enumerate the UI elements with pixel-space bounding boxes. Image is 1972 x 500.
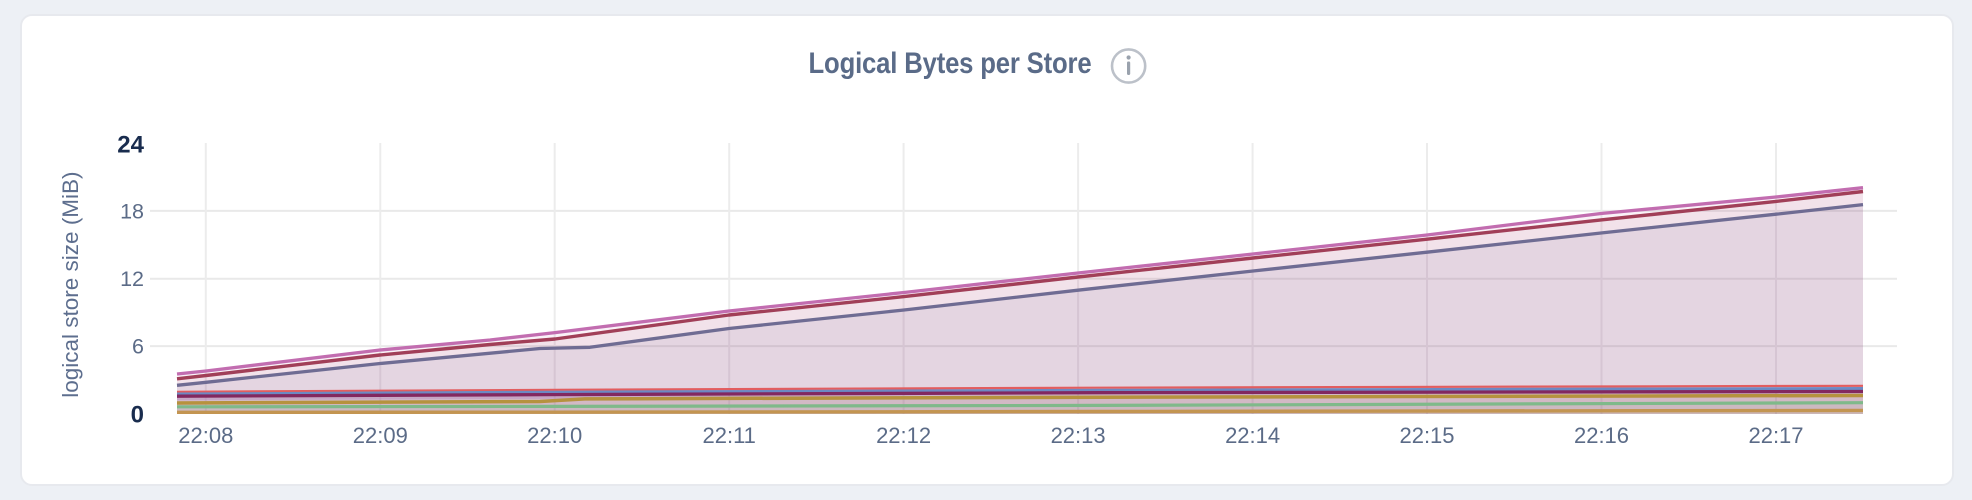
svg-text:22:13: 22:13 xyxy=(1051,423,1106,448)
svg-text:12: 12 xyxy=(120,267,144,291)
svg-text:0: 0 xyxy=(131,401,144,428)
svg-text:22:17: 22:17 xyxy=(1748,423,1803,448)
svg-text:logical store size (MiB): logical store size (MiB) xyxy=(58,171,83,397)
svg-text:24: 24 xyxy=(117,131,144,158)
svg-text:22:10: 22:10 xyxy=(527,423,582,448)
svg-text:22:12: 22:12 xyxy=(876,423,931,448)
svg-text:6: 6 xyxy=(132,335,144,359)
svg-text:22:15: 22:15 xyxy=(1399,423,1454,448)
svg-text:22:11: 22:11 xyxy=(702,423,755,448)
svg-text:18: 18 xyxy=(120,199,144,223)
svg-text:22:08: 22:08 xyxy=(178,423,233,448)
svg-text:22:14: 22:14 xyxy=(1225,423,1280,448)
svg-text:22:16: 22:16 xyxy=(1574,423,1629,448)
svg-text:22:09: 22:09 xyxy=(353,423,408,448)
